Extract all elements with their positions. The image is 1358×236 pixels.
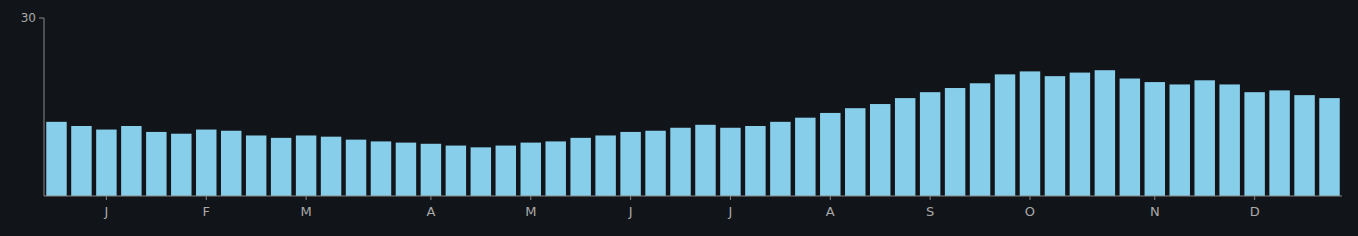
x-tick	[830, 196, 831, 200]
bar	[1095, 70, 1115, 196]
bar	[770, 122, 790, 196]
bar	[371, 141, 391, 196]
bar	[196, 130, 216, 196]
x-tick	[106, 196, 107, 200]
bar	[1120, 79, 1140, 196]
bars	[46, 70, 1340, 196]
bar	[870, 104, 890, 196]
bar	[1145, 82, 1165, 196]
bar	[945, 88, 965, 196]
bar	[296, 135, 316, 196]
x-tick-label: A	[426, 204, 435, 219]
bar	[1020, 71, 1040, 196]
bar	[496, 146, 516, 196]
x-tick	[730, 196, 731, 200]
bar	[570, 138, 590, 196]
x-tick	[530, 196, 531, 200]
x-tick-label: J	[728, 204, 733, 219]
bar	[96, 130, 116, 196]
x-tick-label: A	[826, 204, 835, 219]
background	[0, 0, 1358, 236]
x-tick	[1154, 196, 1155, 200]
bar	[246, 135, 266, 196]
y-tick-label: 30	[21, 11, 36, 25]
x-tick-label: S	[926, 204, 934, 219]
bar	[1070, 73, 1090, 196]
bar	[271, 138, 291, 196]
bar	[1244, 92, 1264, 196]
bar	[920, 92, 940, 196]
bar	[795, 118, 815, 196]
bar	[421, 144, 441, 196]
x-tick-label: N	[1150, 204, 1160, 219]
x-tick-label: O	[1025, 204, 1035, 219]
bar	[820, 113, 840, 196]
bar	[995, 74, 1015, 196]
bar	[471, 147, 491, 196]
bar	[695, 125, 715, 196]
bar	[1170, 84, 1190, 196]
bar	[1194, 80, 1214, 196]
x-tick	[1254, 196, 1255, 200]
bar	[595, 135, 615, 196]
bar	[521, 143, 541, 196]
bar	[221, 131, 241, 196]
x-tick-label: F	[203, 204, 210, 219]
bar	[346, 140, 366, 196]
x-tick	[630, 196, 631, 200]
bar	[1294, 95, 1314, 196]
x-axis-line	[44, 196, 1342, 197]
bar	[396, 143, 416, 196]
bar	[321, 137, 341, 196]
x-tick-label: J	[103, 204, 108, 219]
y-axis-line	[44, 18, 45, 196]
x-tick	[306, 196, 307, 200]
x-tick	[1029, 196, 1030, 200]
chart-container: 30 J F M A M J J A S O N D	[0, 0, 1358, 236]
bar	[146, 132, 166, 196]
bar	[745, 126, 765, 196]
x-tick	[930, 196, 931, 200]
bar	[71, 126, 91, 196]
bar	[1045, 76, 1065, 196]
bar	[970, 83, 990, 196]
bar	[46, 122, 66, 196]
x-tick-label: M	[300, 204, 311, 219]
bar	[845, 108, 865, 196]
y-tick	[39, 18, 44, 19]
x-tick-label: J	[628, 204, 633, 219]
bar	[720, 128, 740, 196]
bar	[446, 146, 466, 196]
bar	[895, 98, 915, 196]
bar	[545, 141, 565, 196]
x-tick	[430, 196, 431, 200]
bar	[620, 132, 640, 196]
x-tick	[206, 196, 207, 200]
x-tick-label: D	[1250, 204, 1260, 219]
x-tick-label: M	[525, 204, 536, 219]
bar	[1269, 90, 1289, 196]
bar	[121, 126, 141, 196]
chart: 30 J F M A M J J A S O N D	[0, 0, 1358, 236]
bar	[645, 131, 665, 196]
bar	[670, 128, 690, 196]
bar	[1219, 84, 1239, 196]
bar	[171, 134, 191, 196]
bar	[1319, 98, 1339, 196]
